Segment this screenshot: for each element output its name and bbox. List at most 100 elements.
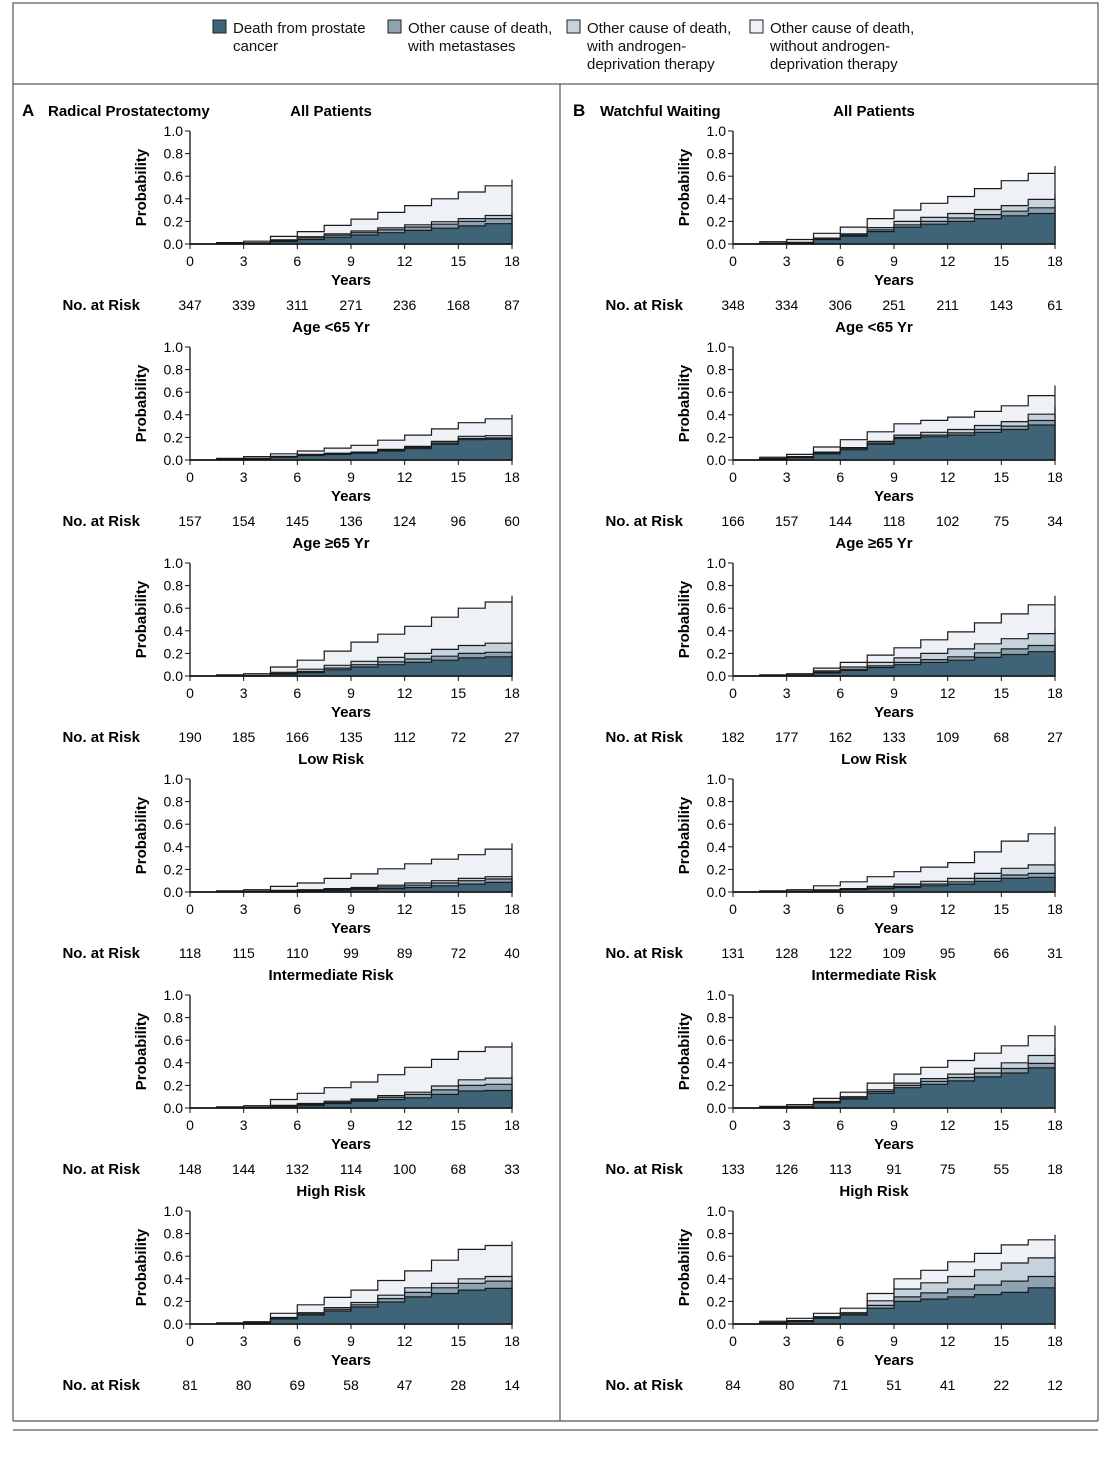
no-at-risk-label: No. at Risk	[605, 297, 683, 314]
no-at-risk-value: 236	[393, 297, 417, 313]
x-tick-label: 6	[293, 685, 301, 701]
y-axis-label: Probability	[133, 1012, 150, 1090]
legend-label-line: Other cause of death,	[408, 20, 552, 37]
legend-label-line: Death from prostate	[233, 20, 366, 37]
no-at-risk-value: 148	[178, 1161, 202, 1177]
x-tick-label: 9	[890, 1333, 898, 1349]
y-tick-label: 0.6	[707, 600, 727, 616]
y-tick-label: 0.4	[707, 191, 727, 207]
no-at-risk-value: 306	[829, 297, 853, 313]
x-tick-label: 18	[1047, 469, 1063, 485]
no-at-risk-value: 110	[286, 945, 309, 961]
no-at-risk-value: 251	[882, 297, 906, 313]
x-axis-label: Years	[874, 488, 914, 505]
panel-a-title: Radical Prostatectomy	[48, 103, 210, 120]
y-tick-label: 0.2	[707, 1077, 727, 1093]
chart-0: All Patients 0.0 0.2 0.4 0.6 0.8 1.0 0 3 6 9 12 15 18…	[62, 103, 520, 314]
chart-2: Age ≥65 Yr 0.0 0.2 0.4 0.6 0.8 1.0 0 3 6 9 12 15 18 Ye…	[62, 535, 520, 746]
x-tick-label: 18	[1047, 253, 1063, 269]
y-tick-label: 0.4	[164, 1271, 184, 1287]
no-at-risk-value: 34	[1047, 513, 1063, 529]
no-at-risk-value: 96	[451, 513, 467, 529]
no-at-risk-value: 18	[1047, 1161, 1063, 1177]
legend-label-line: deprivation therapy	[770, 56, 898, 73]
y-axis-label: Probability	[133, 364, 150, 442]
y-tick-label: 0.0	[164, 236, 184, 252]
x-tick-label: 0	[186, 901, 194, 917]
area-series-0	[733, 420, 1056, 461]
no-at-risk-value: 68	[994, 729, 1010, 745]
no-at-risk-value: 157	[178, 513, 202, 529]
no-at-risk-value: 132	[286, 1161, 310, 1177]
chart-1: Age <65 Yr 0.0 0.2 0.4 0.6 0.8 1.0 0 3 6 9 12 15 18 Ye…	[62, 319, 520, 530]
x-tick-label: 15	[451, 469, 467, 485]
no-at-risk-value: 99	[343, 945, 359, 961]
y-tick-label: 0.4	[164, 623, 184, 639]
no-at-risk-value: 58	[343, 1377, 359, 1393]
no-at-risk-value: 60	[504, 513, 520, 529]
no-at-risk-value: 115	[233, 945, 256, 961]
area-series-0	[733, 211, 1056, 245]
no-at-risk-label: No. at Risk	[605, 945, 683, 962]
x-tick-label: 12	[940, 469, 956, 485]
no-at-risk-value: 126	[775, 1161, 799, 1177]
x-axis-label: Years	[874, 1352, 914, 1369]
legend-swatch	[212, 19, 227, 34]
x-tick-label: 9	[890, 469, 898, 485]
no-at-risk-value: 168	[447, 297, 471, 313]
no-at-risk-value: 61	[1047, 297, 1063, 313]
chart-title: Intermediate Risk	[268, 967, 394, 984]
chart-title: Age ≥65 Yr	[835, 535, 912, 552]
y-tick-label: 0.6	[164, 600, 184, 616]
x-tick-label: 6	[836, 1333, 844, 1349]
x-tick-label: 15	[451, 253, 467, 269]
no-at-risk-value: 339	[232, 297, 256, 313]
x-tick-label: 9	[347, 901, 355, 917]
chart-title: Age <65 Yr	[292, 319, 370, 336]
y-axis-label: Probability	[676, 364, 693, 442]
x-axis-label: Years	[874, 1136, 914, 1153]
area-series-0	[190, 438, 513, 461]
x-axis-label: Years	[331, 488, 371, 505]
y-tick-label: 0.8	[164, 578, 184, 594]
chart-title: High Risk	[296, 1183, 366, 1200]
y-tick-label: 0.2	[164, 429, 184, 445]
x-tick-label: 0	[729, 1333, 737, 1349]
y-tick-label: 0.8	[707, 1010, 727, 1026]
chart-title: Age ≥65 Yr	[292, 535, 369, 552]
x-tick-label: 15	[994, 253, 1010, 269]
no-at-risk-value: 347	[178, 297, 202, 313]
no-at-risk-value: 113	[829, 1161, 852, 1177]
no-at-risk-value: 157	[775, 513, 799, 529]
x-tick-label: 18	[1047, 1333, 1063, 1349]
no-at-risk-value: 87	[504, 297, 520, 313]
x-tick-label: 3	[240, 1333, 248, 1349]
no-at-risk-value: 81	[182, 1377, 198, 1393]
no-at-risk-label: No. at Risk	[62, 1161, 140, 1178]
x-tick-label: 3	[240, 1117, 248, 1133]
chart-11: High Risk 0.0 0.2 0.4 0.6 0.8 1.0 0 3 6 9 12 15 18 Yea…	[605, 1183, 1063, 1394]
no-at-risk-value: 22	[994, 1377, 1010, 1393]
y-tick-label: 0.8	[164, 794, 184, 810]
y-tick-label: 0.2	[707, 429, 727, 445]
no-at-risk-value: 55	[994, 1161, 1010, 1177]
no-at-risk-value: 135	[339, 729, 363, 745]
x-tick-label: 0	[729, 1117, 737, 1133]
y-tick-label: 0.6	[164, 1248, 184, 1264]
no-at-risk-label: No. at Risk	[605, 513, 683, 530]
no-at-risk-value: 144	[232, 1161, 256, 1177]
y-tick-label: 0.0	[707, 236, 727, 252]
legend-label-line: with androgen-	[586, 38, 686, 55]
y-tick-label: 0.8	[707, 794, 727, 810]
no-at-risk-label: No. at Risk	[62, 945, 140, 962]
x-tick-label: 18	[504, 253, 520, 269]
area-series-0	[190, 1286, 513, 1325]
x-tick-label: 6	[836, 1117, 844, 1133]
x-tick-label: 15	[451, 901, 467, 917]
no-at-risk-value: 109	[936, 729, 960, 745]
x-tick-label: 9	[890, 1117, 898, 1133]
no-at-risk-value: 27	[1047, 729, 1063, 745]
x-tick-label: 6	[293, 1333, 301, 1349]
